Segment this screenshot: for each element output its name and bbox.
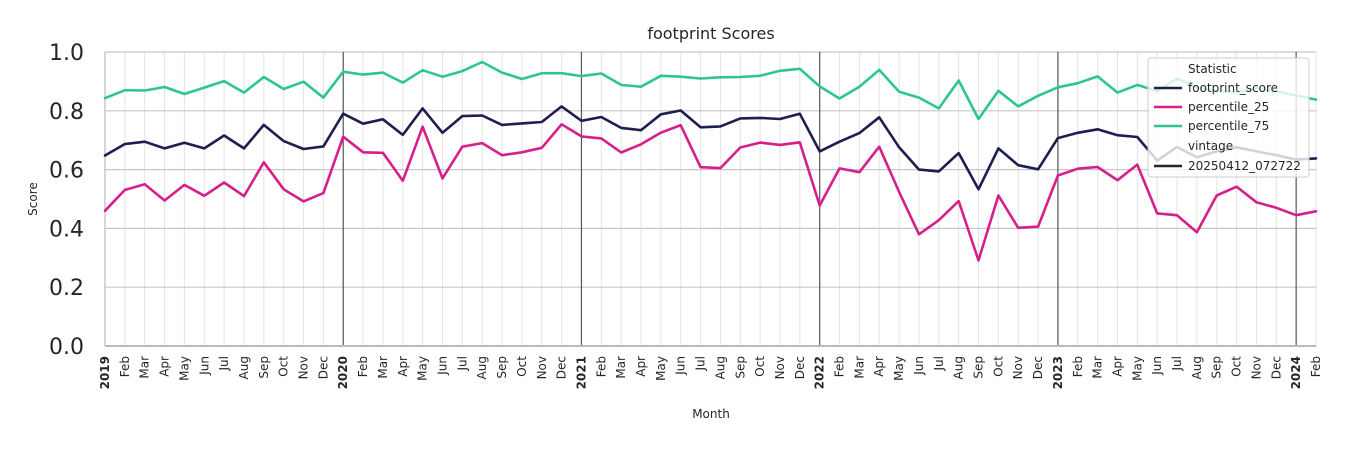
x-tick-label: Jun [435,356,449,376]
legend-label-percentile_25: percentile_25 [1188,100,1269,114]
x-tick-label: Nov [535,356,549,379]
x-tick-label: Feb [594,356,608,377]
x-tick-label: Sep [257,356,271,379]
legend-label-footprint_score: footprint_score [1188,81,1278,95]
x-tick-label: Jun [912,356,926,376]
x-tick-label: Sep [1210,356,1224,379]
x-tick-label-year: 2022 [813,356,827,389]
x-tick-label: Sep [972,356,986,379]
x-tick-label: Feb [1309,356,1323,377]
x-tick-label: Dec [555,356,569,379]
x-tick-label: May [177,356,191,381]
x-tick-label: Aug [475,356,489,379]
x-tick-label-year: 2021 [574,356,588,389]
x-tick-label: Oct [515,356,529,377]
x-tick-label: Dec [1031,356,1045,379]
x-tick-label: Oct [277,356,291,377]
x-tick-label: Jul [694,356,708,371]
x-tick-label-year: 2019 [98,356,112,389]
legend-label-percentile_75: percentile_75 [1188,119,1269,133]
x-tick-label: Oct [753,356,767,377]
x-tick-label: Aug [952,356,966,379]
x-tick-label: Nov [297,356,311,379]
x-tick-label: Nov [1249,356,1263,379]
plot-area: 0.0 0.2 0.4 0.6 0.8 1.0 2019 Feb Mar Apr May Jun Jul… [49,41,1323,389]
x-tick-label: Apr [158,356,172,377]
series-line-percentile_25 [103,123,1318,262]
chart-title: footprint Scores [647,24,774,43]
y-tick-label: 0.2 [49,276,84,301]
x-tick-label: Sep [495,356,509,379]
x-tick-label: Oct [991,356,1005,377]
x-tick-label: Aug [713,356,727,379]
x-tick-label: Sep [733,356,747,379]
x-tick-label: Jun [674,356,688,376]
y-axis-label: Score [26,182,40,216]
x-tick-label-year: 2023 [1051,356,1065,389]
x-tick-label: Jul [932,356,946,371]
x-tick-label: Apr [872,356,886,377]
x-tick-label: May [1130,356,1144,381]
series-line-percentile_75 [103,60,1318,121]
x-tick-label: Apr [1110,356,1124,377]
x-tick-label: Mar [1091,356,1105,379]
x-tick-label: Dec [1269,356,1283,379]
legend-vintage-label: vintage [1188,139,1233,153]
x-tick-label: Oct [1230,356,1244,377]
x-tick-label-year: 2020 [336,356,350,389]
y-tick-label: 0.8 [49,100,84,125]
x-tick-label: Jun [1150,356,1164,376]
legend-vintage-value: 20250412_072722 [1188,159,1301,173]
legend-box [1147,57,1310,178]
x-tick-label: Feb [1071,356,1085,377]
x-tick-label: Mar [138,356,152,379]
x-tick-label: Jun [197,356,211,376]
legend-title: Statistic [1188,62,1237,76]
y-tick-label: 0.4 [49,217,84,242]
x-tick-label: Feb [118,356,132,377]
y-tick-label: 1.0 [49,41,84,66]
x-tick-label: Apr [396,356,410,377]
x-tick-label: Jul [217,356,231,371]
x-tick-label: Jul [1170,356,1184,371]
x-tick-label: Feb [833,356,847,377]
x-tick-label: May [892,356,906,381]
x-tick-label: May [416,356,430,381]
x-tick-label: May [654,356,668,381]
y-tick-label: 0.6 [49,159,84,184]
x-tick-label-year: 2024 [1289,356,1303,389]
x-tick-label: Jul [455,356,469,371]
x-tick-label: Dec [793,356,807,379]
x-tick-label: Feb [356,356,370,377]
y-tick-label: 0.0 [49,335,84,360]
legend: Statistic footprint_score percentile_25pe… [1147,57,1310,178]
x-tick-label: Mar [376,356,390,379]
x-tick-label: Nov [1011,356,1025,379]
x-tick-label: Dec [316,356,330,379]
x-tick-label: Nov [773,356,787,379]
x-tick-label: Mar [614,356,628,379]
x-tick-label: Mar [852,356,866,379]
x-tick-label: Aug [1190,356,1204,379]
x-tick-label: Apr [634,356,648,377]
x-axis-label: Month [692,407,730,421]
x-tick-label: Aug [237,356,251,379]
series-line-footprint_score [103,105,1318,191]
